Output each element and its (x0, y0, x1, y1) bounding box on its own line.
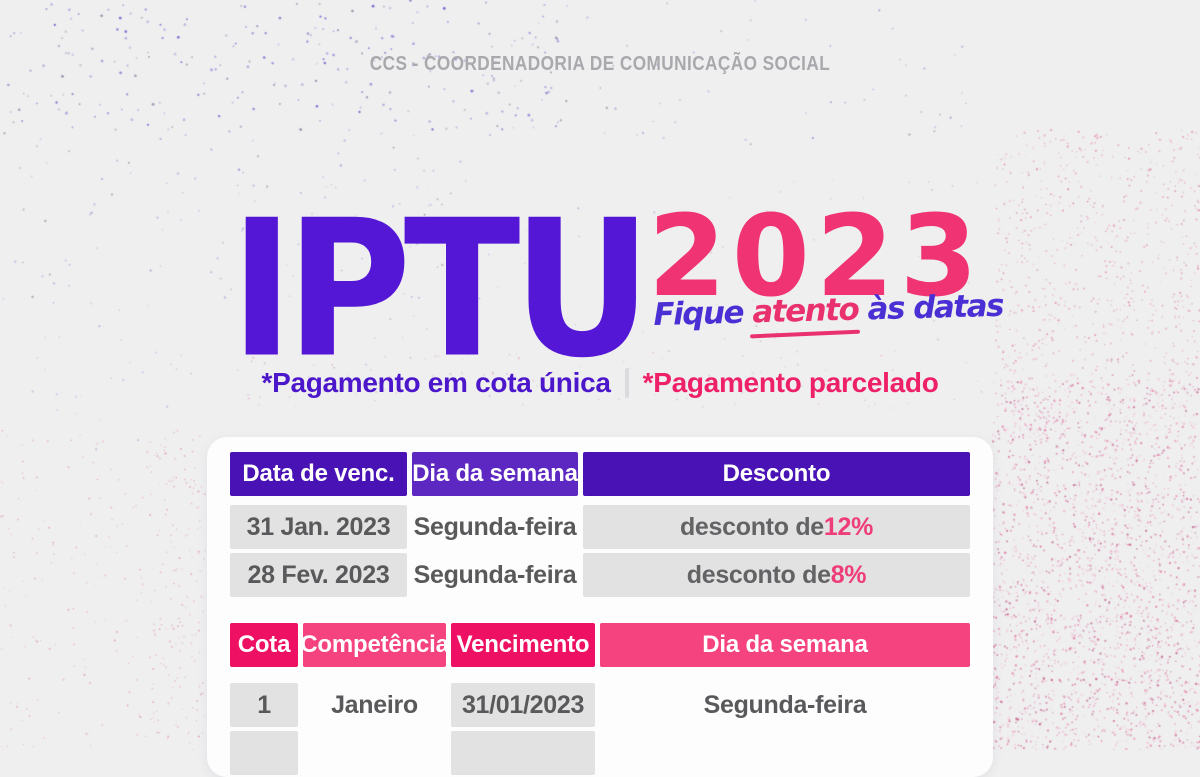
single-payment-table-header: Data de venc. Dia da semana Desconto (230, 452, 970, 496)
discount-cell: desconto de 12% (583, 505, 970, 549)
iptu-title: IPTU (230, 180, 652, 400)
discount-value: 8% (830, 560, 867, 589)
column-header-discount: Desconto (583, 452, 970, 496)
discount-prefix: desconto de (686, 560, 831, 589)
column-header-weekday: Dia da semana (412, 452, 578, 496)
weekday-cell (600, 731, 970, 775)
installment-table: Cota Competência Vencimento Dia da seman… (230, 623, 970, 775)
table-row-partial (230, 731, 970, 775)
single-payment-label: *Pagamento em cota única (261, 367, 611, 398)
installment-table-header: Cota Competência Vencimento Dia da seman… (230, 623, 970, 667)
competencia-cell: Janeiro (331, 690, 418, 719)
weekday-cell: Segunda-feira (413, 512, 577, 541)
discount-cell: desconto de 8% (583, 553, 970, 597)
cota-cell (230, 731, 298, 775)
tagline-part1: Fique (653, 294, 753, 333)
installment-payment-label: *Pagamento parcelado (642, 367, 939, 398)
discount-value: 12% (823, 512, 874, 541)
poster: CCS - COORDENADORIA DE COMUNICAÇÃO SOCIA… (0, 0, 1200, 750)
payment-types-row: *Pagamento em cota única *Pagamento parc… (207, 367, 993, 399)
table-row: 31 Jan. 2023 Segunda-feira desconto de 1… (230, 505, 970, 549)
info-card: Data de venc. Dia da semana Desconto 31 … (207, 437, 993, 777)
cota-cell: 1 (230, 683, 298, 727)
org-label: CCS - COORDENADORIA DE COMUNICAÇÃO SOCIA… (369, 53, 831, 75)
column-header-competencia: Competência (300, 623, 449, 667)
column-header-weekday: Dia da semana (600, 623, 970, 667)
competencia-cell (303, 731, 446, 775)
tagline-part2: às datas (857, 287, 1004, 328)
column-header-vencimento: Vencimento (451, 623, 595, 667)
column-header-cota: Cota (230, 623, 298, 667)
column-header-due-date: Data de venc. (230, 452, 407, 496)
tagline: Fique atento às datas (653, 288, 1003, 333)
due-date-cell: 31 Jan. 2023 (230, 505, 407, 549)
table-row: 1 Janeiro 31/01/2023 Segunda-feira (230, 683, 970, 727)
due-date-cell: 28 Fev. 2023 (230, 553, 407, 597)
vertical-divider (624, 368, 629, 398)
tagline-highlight: atento (751, 291, 859, 331)
discount-prefix: desconto de (679, 512, 824, 541)
weekday-cell: Segunda-feira (413, 560, 577, 589)
vencimento-cell (451, 731, 595, 775)
single-payment-table: Data de venc. Dia da semana Desconto 31 … (230, 452, 970, 597)
weekday-cell: Segunda-feira (703, 690, 867, 719)
table-row: 28 Fev. 2023 Segunda-feira desconto de 8… (230, 553, 970, 597)
vencimento-cell: 31/01/2023 (451, 683, 595, 727)
